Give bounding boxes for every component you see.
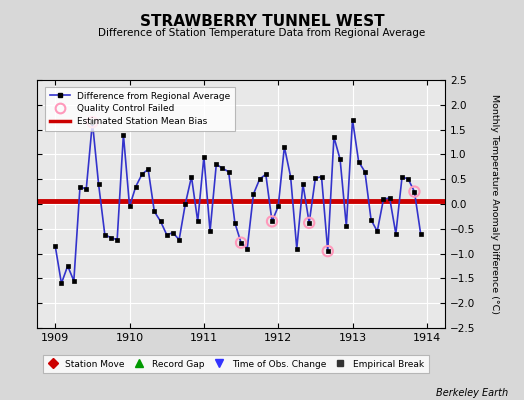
Text: STRAWBERRY TUNNEL WEST: STRAWBERRY TUNNEL WEST [140,14,384,29]
Point [88,119,96,125]
Point [324,248,332,254]
Text: Berkeley Earth: Berkeley Earth [436,388,508,398]
Point [410,188,419,195]
Legend: Difference from Regional Average, Quality Control Failed, Estimated Station Mean: Difference from Regional Average, Qualit… [45,87,235,131]
Legend: Station Move, Record Gap, Time of Obs. Change, Empirical Break: Station Move, Record Gap, Time of Obs. C… [43,355,429,373]
Text: Difference of Station Temperature Data from Regional Average: Difference of Station Temperature Data f… [99,28,425,38]
Y-axis label: Monthly Temperature Anomaly Difference (°C): Monthly Temperature Anomaly Difference (… [489,94,498,314]
Point [268,218,276,224]
Point [237,240,245,246]
Point [305,220,313,226]
